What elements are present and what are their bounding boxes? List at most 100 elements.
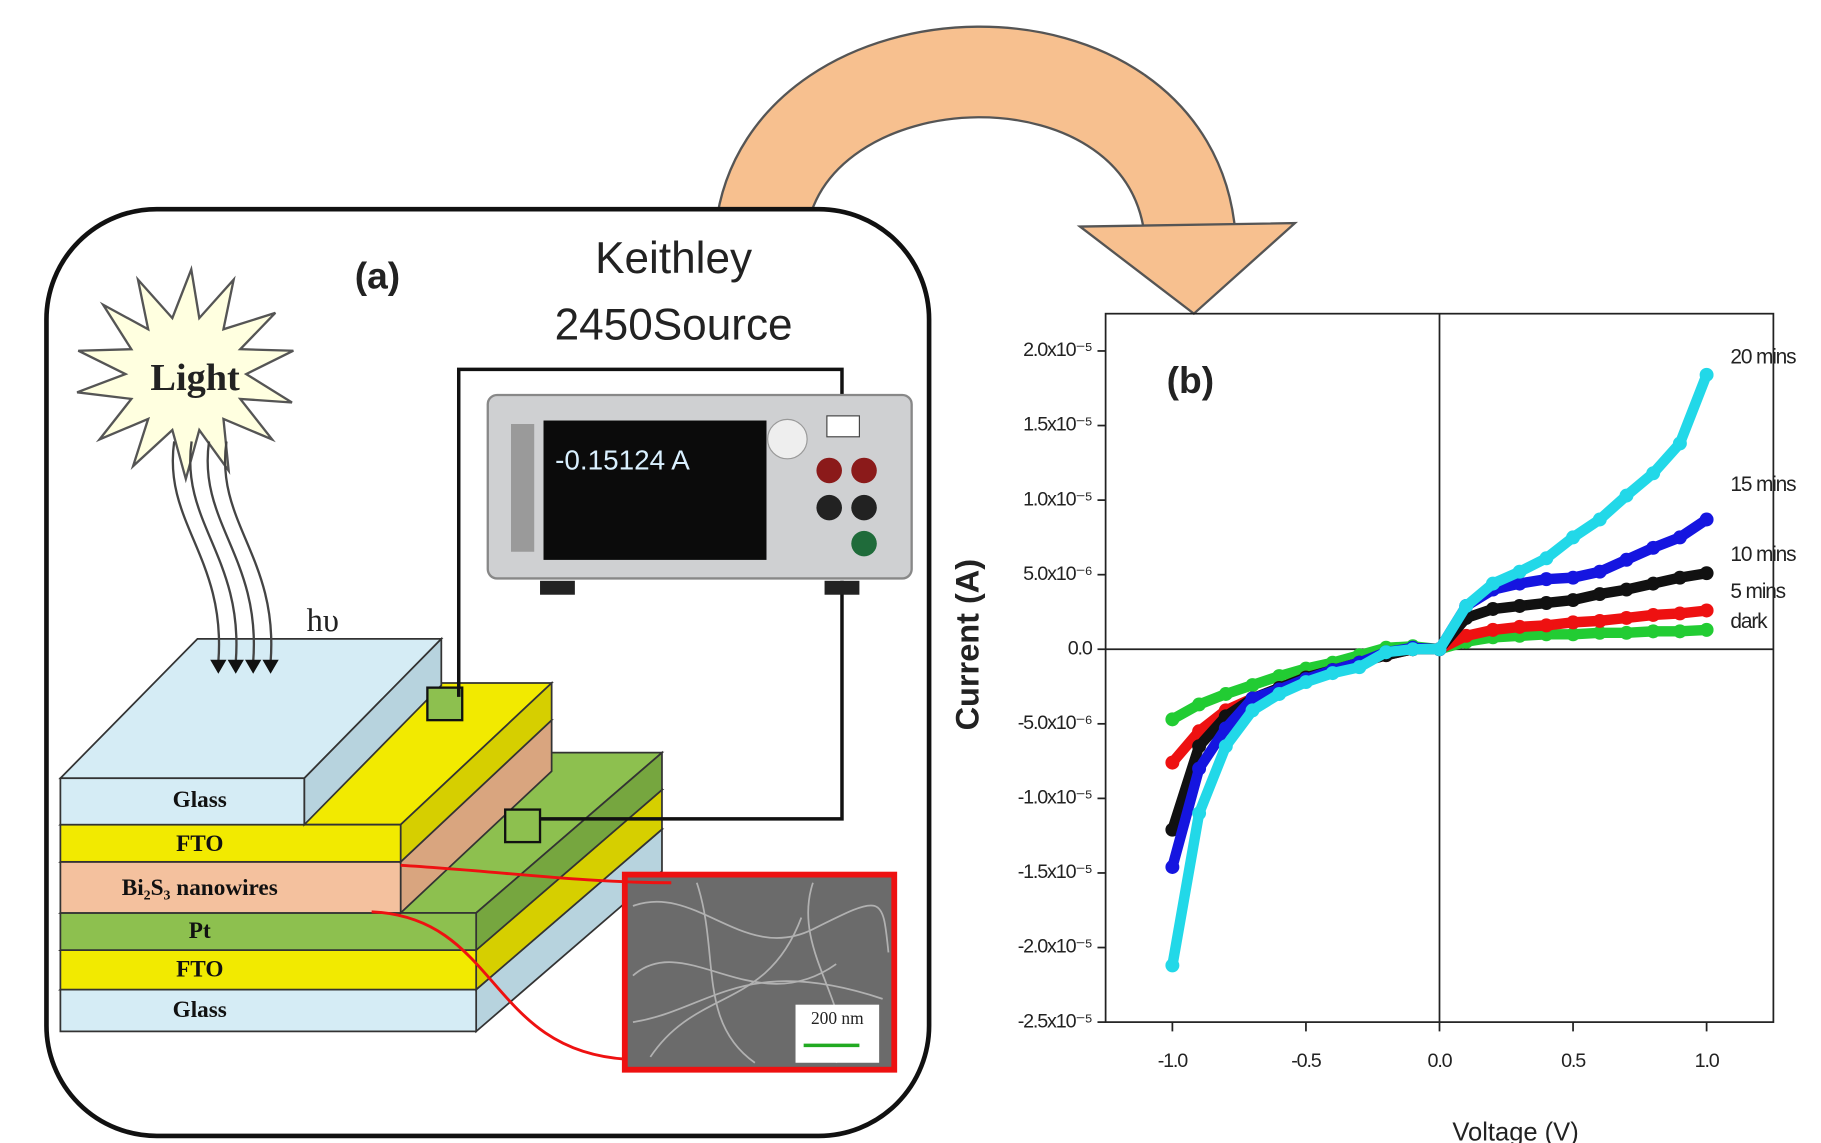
data-point [1406, 642, 1420, 656]
data-point [1513, 620, 1527, 634]
series-label: dark [1730, 610, 1768, 633]
scale-bar-label: 200 nm [811, 1008, 864, 1028]
data-point [1165, 860, 1179, 874]
data-point [1326, 666, 1340, 680]
data-point [1192, 697, 1206, 711]
data-point [1700, 623, 1714, 637]
instrument-port [827, 416, 860, 437]
data-point [1620, 626, 1634, 640]
data-point [1566, 593, 1580, 607]
data-point [1593, 513, 1607, 527]
instrument-label: Keithley [595, 234, 752, 283]
panel-label: (a) [355, 255, 400, 297]
layer-label: Glass [173, 787, 227, 813]
data-point [1620, 489, 1634, 503]
figure: Light hυ (a) Keithley 2450Source -0.1512… [0, 0, 1821, 1143]
instrument-screen [544, 421, 767, 560]
series-label: 5 mins [1730, 580, 1785, 603]
x-tick-label: -0.5 [1291, 1050, 1322, 1072]
x-tick-label: -1.0 [1158, 1050, 1189, 1072]
data-point [1272, 687, 1286, 701]
layer-front [60, 825, 400, 862]
layer-label: Glass [173, 997, 227, 1023]
data-point [1192, 739, 1206, 753]
arrow-head [1080, 223, 1295, 314]
y-tick-label: 1.5x10⁻⁵ [1023, 414, 1092, 436]
data-point [1646, 577, 1660, 591]
layer-label: Pt [189, 918, 211, 944]
data-point [1593, 614, 1607, 628]
instrument-buttons [511, 424, 534, 552]
data-point [1192, 806, 1206, 820]
data-point [1246, 678, 1260, 692]
data-point [1673, 436, 1687, 450]
series-label: 15 mins [1730, 473, 1796, 496]
data-point [1700, 513, 1714, 527]
data-point [1646, 541, 1660, 555]
x-tick-label: 0.5 [1561, 1050, 1586, 1072]
data-point [1192, 762, 1206, 776]
layer-label: FTO [176, 956, 223, 982]
y-tick-label: 5.0x10⁻⁶ [1023, 563, 1092, 585]
x-axis-title: Voltage (V) [1452, 1118, 1578, 1143]
layer-label: FTO [176, 831, 223, 857]
data-point [1620, 611, 1634, 625]
y-tick-label: -1.0x10⁻⁵ [1018, 787, 1092, 809]
y-tick-label: -2.0x10⁻⁵ [1018, 936, 1092, 958]
data-point [1566, 615, 1580, 629]
data-point [1593, 587, 1607, 601]
instrument-knob [768, 419, 807, 458]
y-axis-title: Current (A) [949, 559, 985, 731]
y-tick-label: 1.0x10⁻⁵ [1023, 488, 1092, 510]
data-point [1165, 712, 1179, 726]
data-point [1646, 624, 1660, 638]
data-point [1165, 958, 1179, 972]
chart: -2.5x10⁻⁵ -2.0x10⁻⁵ -1.5x10⁻⁵ -1.0x10⁻⁵ -5.0… [1018, 314, 1796, 1072]
instrument-reading: -0.15124 A [555, 445, 690, 476]
y-tick-label: -5.0x10⁻⁶ [1018, 712, 1092, 734]
y-tick-label: -2.5x10⁻⁵ [1018, 1010, 1092, 1032]
y-tick-label: 0.0 [1068, 637, 1093, 659]
contact [505, 810, 540, 843]
data-point [1246, 703, 1260, 717]
data-point [1539, 572, 1553, 586]
data-point [1700, 604, 1714, 618]
data-point [1593, 626, 1607, 640]
data-point [1646, 608, 1660, 622]
data-point [1566, 530, 1580, 544]
instrument-label: 2450Source [555, 300, 793, 349]
instrument-foot [540, 581, 575, 595]
data-point [1593, 565, 1607, 579]
data-point [1673, 530, 1687, 544]
light-label: Light [150, 357, 240, 399]
data-point [1673, 606, 1687, 620]
data-point [1486, 602, 1500, 616]
x-tick-label: 0.0 [1428, 1050, 1453, 1072]
layer-label: Bi₂S₃ nanowires [122, 875, 278, 901]
data-point [1486, 577, 1500, 591]
data-point [1513, 565, 1527, 579]
data-point [1539, 596, 1553, 610]
y-tick-label: -1.5x10⁻⁵ [1018, 861, 1092, 883]
data-point [1219, 739, 1233, 753]
x-tick-label: 1.0 [1695, 1050, 1720, 1072]
data-point [1700, 566, 1714, 580]
data-point [1566, 571, 1580, 585]
data-point [1646, 466, 1660, 480]
data-point [1620, 583, 1634, 597]
layer-front [60, 950, 476, 989]
layer-front [60, 990, 476, 1032]
data-point [1486, 623, 1500, 637]
data-point [1219, 687, 1233, 701]
data-point [1620, 553, 1634, 567]
y-tick-label: 2.0x10⁻⁵ [1023, 339, 1092, 361]
data-point [1700, 368, 1714, 382]
data-point [1459, 599, 1473, 613]
data-point [1673, 624, 1687, 638]
data-point [1352, 660, 1366, 674]
data-point [1433, 642, 1447, 656]
data-point [1539, 551, 1553, 565]
data-point [1673, 571, 1687, 585]
data-point [1379, 645, 1393, 659]
series-label: 20 mins [1730, 345, 1796, 368]
